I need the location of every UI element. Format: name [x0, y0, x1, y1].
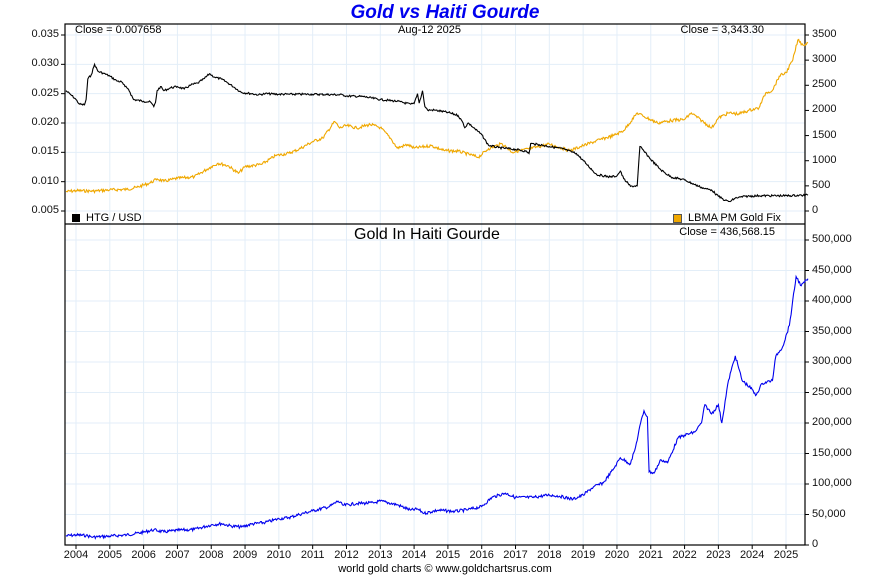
left-axis-tick-label: 0.010	[31, 174, 59, 187]
x-axis-tick-label: 2010	[266, 549, 292, 561]
legend-label-htg: HTG / USD	[86, 212, 142, 224]
x-axis-tick-label: 2019	[570, 549, 596, 561]
right-axis-tick-label-bottom: 450,000	[812, 263, 852, 276]
right-axis-tick-label-bottom: 350,000	[812, 324, 852, 337]
x-axis-tick-label: 2023	[706, 549, 731, 561]
right-axis-tick-label-top: 1500	[812, 128, 837, 141]
right-axis-tick-label-bottom: 50,000	[812, 507, 846, 520]
x-axis-tick-label: 2006	[131, 549, 156, 561]
left-axis-tick-label: 0.035	[31, 28, 59, 40]
left-close-label: Close = 0.007658	[75, 24, 162, 36]
x-axis-tick-label: 2021	[638, 549, 663, 561]
right-axis-tick-label-top: 2500	[812, 78, 837, 91]
right-axis-tick-label-bottom: 0	[812, 538, 819, 550]
x-axis-tick-label: 2004	[63, 549, 89, 561]
series-line-htg-usd	[65, 62, 809, 203]
legend-swatch-htg	[72, 214, 80, 222]
left-axis-tick-label: 0.005	[31, 204, 59, 216]
right-axis-tick-label-top: 3500	[812, 28, 837, 40]
footer-credit: world gold charts © www.goldchartsrus.co…	[338, 563, 552, 575]
right-axis-tick-label-bottom: 150,000	[812, 446, 852, 459]
x-axis-tick-label: 2015	[435, 549, 461, 561]
right-axis-tick-label-bottom: 400,000	[812, 294, 852, 306]
legend-swatch-gold	[673, 214, 682, 223]
x-axis-tick-label: 2005	[97, 549, 123, 561]
right-axis-tick-label-top: 3000	[812, 53, 837, 66]
x-axis-tick-label: 2025	[773, 549, 799, 561]
right-close-label: Close = 3,343.30	[680, 24, 764, 36]
x-axis-tick-label: 2011	[300, 549, 325, 561]
right-axis-tick-label-top: 0	[812, 204, 819, 216]
x-axis-tick-label: 2020	[604, 549, 630, 561]
x-axis-tick-label: 2012	[334, 549, 359, 561]
chart-title: Gold vs Haiti Gourde	[350, 2, 540, 23]
legend-label-gold: LBMA PM Gold Fix	[688, 212, 781, 224]
series-line-gold-in-haiti-gourde	[65, 274, 809, 540]
x-axis-tick-label: 2018	[537, 549, 562, 561]
left-axis-tick-label: 0.020	[31, 116, 59, 128]
x-axis-tick-label: 2008	[198, 549, 224, 561]
right-axis-tick-label-bottom: 300,000	[812, 355, 852, 367]
right-axis-tick-label-top: 1000	[812, 153, 837, 166]
x-axis-tick-label: 2022	[672, 549, 697, 561]
lower-chart-title: Gold In Haiti Gourde	[354, 226, 500, 243]
right-axis-tick-label-top: 500	[812, 178, 831, 191]
x-axis-tick-label: 2009	[232, 549, 258, 561]
right-axis-tick-label-bottom: 250,000	[812, 385, 852, 398]
right-axis-tick-label-top: 2000	[812, 103, 837, 116]
x-axis-tick-label: 2017	[503, 549, 528, 561]
right-axis-tick-label-bottom: 200,000	[812, 416, 852, 428]
date-label: Aug-12 2025	[398, 24, 461, 36]
left-axis-tick-label: 0.015	[31, 145, 59, 158]
lower-close-label: Close = 436,568.15	[679, 226, 775, 238]
right-axis-tick-label-bottom: 100,000	[812, 477, 852, 489]
left-axis-tick-label: 0.030	[31, 57, 59, 70]
plot-frame	[64, 23, 806, 546]
x-axis-tick-label: 2016	[469, 549, 494, 561]
series-line-lbma-gold-fix	[65, 38, 809, 194]
x-axis-tick-label: 2007	[165, 549, 190, 561]
x-axis-tick-label: 2024	[739, 549, 765, 561]
x-axis-tick-label: 2014	[401, 549, 427, 561]
left-axis-tick-label: 0.025	[31, 86, 59, 99]
right-axis-tick-label-bottom: 500,000	[812, 233, 852, 245]
x-axis-tick-label: 2013	[368, 549, 393, 561]
